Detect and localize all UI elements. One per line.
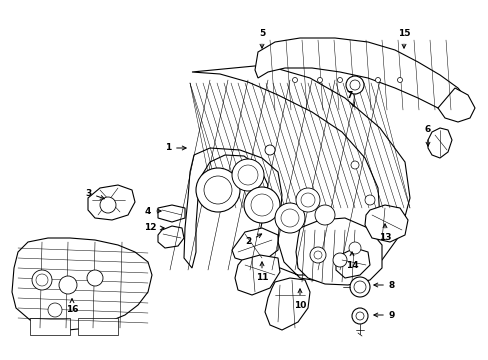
Polygon shape xyxy=(437,88,474,122)
Circle shape xyxy=(244,187,280,223)
Polygon shape xyxy=(158,205,184,222)
Text: 4: 4 xyxy=(144,207,161,216)
Polygon shape xyxy=(78,318,118,335)
Polygon shape xyxy=(254,38,467,112)
Polygon shape xyxy=(12,238,152,330)
Polygon shape xyxy=(427,128,451,158)
Polygon shape xyxy=(235,255,280,295)
Circle shape xyxy=(351,308,367,324)
Circle shape xyxy=(355,312,363,320)
Text: 6: 6 xyxy=(424,126,430,146)
Text: 10: 10 xyxy=(293,289,305,310)
Text: 5: 5 xyxy=(258,30,264,48)
Polygon shape xyxy=(88,185,135,220)
Circle shape xyxy=(349,277,369,297)
Polygon shape xyxy=(231,228,278,262)
Circle shape xyxy=(317,77,322,82)
Circle shape xyxy=(337,77,342,82)
Circle shape xyxy=(346,76,363,94)
Circle shape xyxy=(350,161,358,169)
Circle shape xyxy=(264,145,274,155)
Circle shape xyxy=(87,270,103,286)
Text: 11: 11 xyxy=(255,262,268,283)
Circle shape xyxy=(349,80,359,90)
Text: 16: 16 xyxy=(65,299,78,315)
Text: 15: 15 xyxy=(397,30,409,48)
Circle shape xyxy=(100,197,116,213)
Text: 3: 3 xyxy=(85,189,104,199)
Circle shape xyxy=(36,274,48,286)
Circle shape xyxy=(238,165,258,185)
Circle shape xyxy=(309,247,325,263)
Circle shape xyxy=(397,77,402,82)
Circle shape xyxy=(281,209,298,227)
Circle shape xyxy=(364,195,374,205)
Circle shape xyxy=(353,281,365,293)
Text: 7: 7 xyxy=(346,90,354,106)
Text: 1: 1 xyxy=(164,144,186,153)
Circle shape xyxy=(48,303,62,317)
Circle shape xyxy=(295,188,319,212)
Polygon shape xyxy=(364,205,407,242)
Circle shape xyxy=(301,193,314,207)
Circle shape xyxy=(274,203,305,233)
Circle shape xyxy=(314,205,334,225)
Circle shape xyxy=(332,253,346,267)
Text: 9: 9 xyxy=(373,310,394,320)
Circle shape xyxy=(196,168,240,212)
Text: 8: 8 xyxy=(373,280,394,289)
Circle shape xyxy=(292,77,297,82)
Text: 14: 14 xyxy=(345,252,358,270)
Text: 12: 12 xyxy=(143,224,164,233)
Polygon shape xyxy=(30,318,70,335)
Text: 13: 13 xyxy=(378,224,390,243)
Polygon shape xyxy=(183,65,409,282)
Circle shape xyxy=(375,77,380,82)
Polygon shape xyxy=(158,226,183,248)
Circle shape xyxy=(32,270,52,290)
Circle shape xyxy=(231,159,264,191)
Circle shape xyxy=(59,276,77,294)
Polygon shape xyxy=(335,248,369,278)
Circle shape xyxy=(250,194,272,216)
Circle shape xyxy=(203,176,231,204)
Polygon shape xyxy=(295,218,381,285)
Polygon shape xyxy=(264,278,309,330)
Text: 2: 2 xyxy=(244,234,261,247)
Circle shape xyxy=(348,242,360,254)
Circle shape xyxy=(313,251,321,259)
